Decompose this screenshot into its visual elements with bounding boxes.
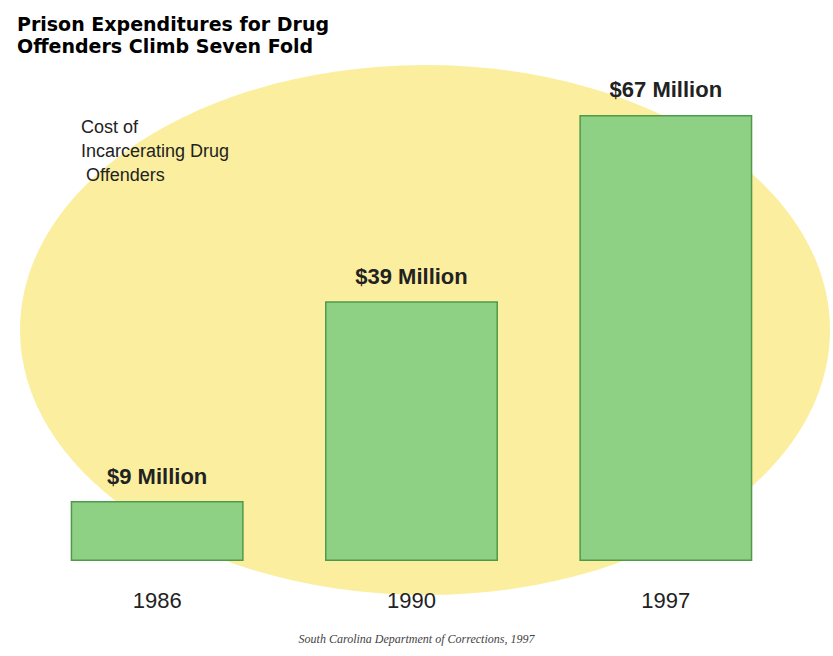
svg-text:1986: 1986 [133, 588, 182, 613]
svg-text:Offenders: Offenders [81, 165, 165, 185]
svg-text:$9 Million: $9 Million [107, 464, 207, 489]
svg-text:1997: 1997 [641, 588, 690, 613]
svg-text:Incarcerating Drug: Incarcerating Drug [81, 141, 229, 161]
svg-text:Prison Expenditures for Drug: Prison Expenditures for Drug [17, 13, 336, 35]
svg-text:$39 Million: $39 Million [355, 264, 467, 289]
svg-text:Cost of: Cost of [81, 117, 143, 137]
svg-text:South Carolina Department of C: South Carolina Department of Corrections… [299, 632, 536, 646]
svg-text:$67 Million: $67 Million [610, 77, 722, 102]
svg-text:1990: 1990 [387, 588, 436, 613]
svg-text:Offenders Climb Seven Fold: Offenders Climb Seven Fold [17, 35, 313, 57]
